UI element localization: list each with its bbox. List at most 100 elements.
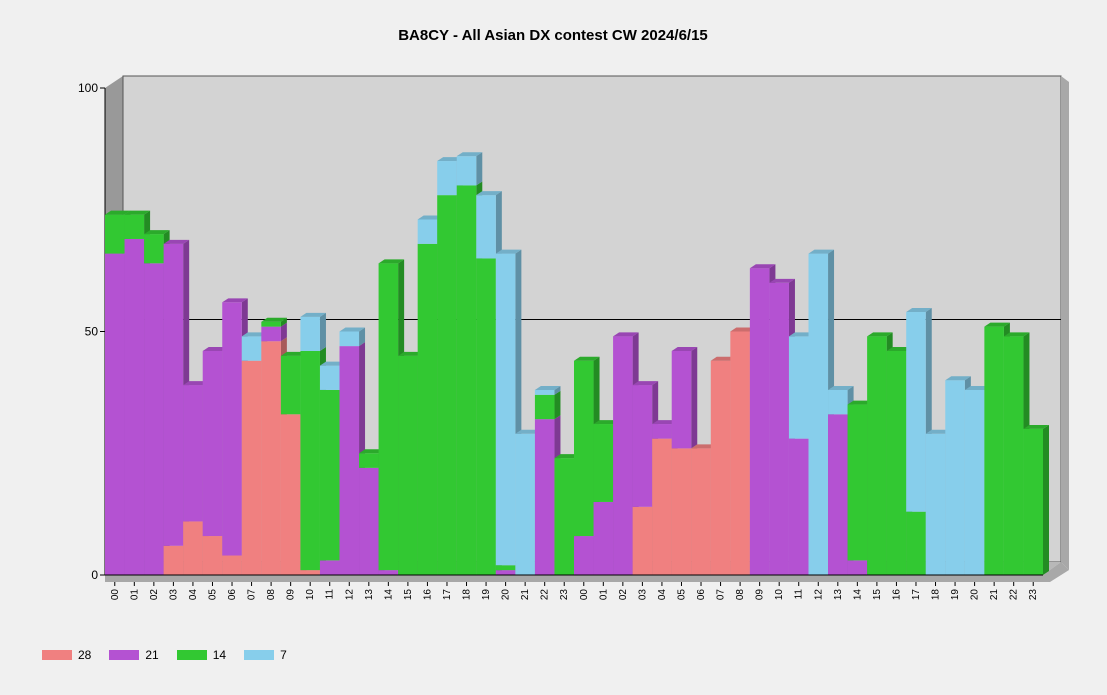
bar-top — [964, 385, 991, 390]
bar-top — [515, 429, 541, 434]
bar-top — [847, 400, 874, 405]
x-tick-label: 02 — [618, 589, 629, 601]
x-axis: 00 01 02 03 04 05 06 07 08 09 10 11 12 13 14 15 16 17 18 19… — [105, 574, 1043, 601]
bar-segment-14 — [319, 389, 340, 561]
x-tick-label: 04 — [657, 589, 668, 601]
bar-top — [671, 347, 698, 351]
bar-segment-28 — [652, 438, 672, 575]
bar-segment-21 — [319, 560, 340, 575]
bar-segment-14 — [554, 458, 574, 575]
bar-segment-14 — [476, 258, 496, 575]
x-tick-label: 00 — [579, 589, 590, 601]
bar-segment-21 — [671, 350, 692, 449]
y-tick-label: 0 — [91, 568, 98, 582]
x-tick-label: 21 — [989, 589, 1000, 601]
bar-top — [593, 420, 620, 425]
bar-segment-28 — [261, 341, 281, 575]
bar-segment-14 — [867, 336, 887, 575]
x-tick-label: 03 — [168, 589, 179, 601]
bar-top — [495, 249, 522, 254]
x-tick-label: 23 — [1028, 589, 1039, 601]
bar-side — [280, 322, 287, 342]
bar-segment-14 — [261, 321, 281, 327]
legend-swatch — [244, 650, 275, 660]
bar-segment-21 — [183, 385, 203, 522]
x-tick-label: 09 — [286, 589, 297, 601]
bar-side — [1043, 424, 1049, 575]
bar-segment-14 — [1003, 336, 1024, 575]
bar-segment-14 — [847, 404, 868, 561]
x-tick-label: 16 — [422, 589, 433, 601]
bar-segment-21 — [495, 570, 516, 575]
bar-segment-7 — [456, 156, 477, 186]
bar-segment-14 — [437, 195, 457, 575]
bar-segment-21 — [749, 268, 770, 575]
x-tick-label: 16 — [891, 589, 902, 601]
bar-segment-7 — [828, 389, 848, 415]
x-tick-label: 19 — [950, 589, 961, 601]
x-tick-label: 02 — [149, 589, 160, 601]
bar-segment-14 — [300, 350, 320, 571]
bar-segment-14 — [574, 360, 594, 537]
bar-segment-7 — [964, 389, 985, 575]
x-tick-label: 18 — [462, 589, 473, 601]
y-tick-label: 50 — [85, 325, 99, 339]
x-tick-label: 10 — [305, 589, 316, 601]
bar-top — [749, 264, 776, 269]
legend-item-14: 14 — [176, 648, 226, 662]
bar-segment-7 — [417, 219, 438, 244]
x-tick-label: 00 — [110, 589, 121, 601]
bar-segment-28 — [300, 570, 320, 575]
bar-top — [261, 317, 287, 322]
bar-segment-14 — [534, 394, 555, 420]
bar-segment-14 — [593, 424, 614, 502]
bar-segment-28 — [632, 506, 653, 575]
bar-segment-14 — [456, 185, 477, 575]
x-tick-label: 17 — [911, 589, 922, 601]
bar-top — [378, 259, 405, 264]
bar-top — [769, 278, 795, 283]
bar-segment-7 — [495, 253, 516, 566]
bar-top — [867, 332, 893, 337]
bar-top — [808, 249, 835, 254]
bar-top — [691, 444, 717, 449]
bar-top — [652, 420, 678, 425]
bar-side — [476, 152, 483, 186]
bar-segment-14 — [398, 355, 418, 575]
legend-swatch — [176, 650, 207, 660]
bar-top — [476, 191, 502, 196]
floor-edge — [105, 562, 1069, 582]
y-tick-label: 100 — [78, 81, 98, 95]
bar-segment-7 — [339, 331, 360, 347]
bar-segment-14 — [359, 453, 379, 468]
bar-segment-21 — [593, 501, 614, 575]
bar-segment-14 — [886, 350, 907, 575]
bar-segment-28 — [671, 448, 692, 575]
bar-top — [710, 356, 737, 361]
bar-segment-7 — [319, 365, 340, 390]
bar-segment-14 — [984, 326, 1004, 575]
legend-swatch — [42, 650, 72, 660]
bar-top — [886, 347, 913, 351]
bar-segment-28 — [691, 448, 711, 575]
bar-segment-14 — [1023, 428, 1043, 575]
bar-segment-21 — [163, 243, 184, 546]
bar-top — [1003, 332, 1030, 337]
bar-top — [144, 230, 170, 235]
bar-segment-28 — [730, 331, 750, 575]
bar-top — [730, 327, 756, 332]
bar-segment-21 — [652, 424, 672, 439]
right-edge — [1061, 76, 1069, 570]
bar-segment-28 — [202, 536, 223, 575]
bar-segment-28 — [183, 521, 203, 575]
bar-segment-21 — [144, 263, 164, 575]
x-tick-label: 06 — [696, 589, 707, 601]
bar-segment-7 — [945, 380, 965, 575]
bar-segment-14 — [378, 263, 399, 571]
bar-top — [241, 332, 268, 337]
bar-top — [398, 351, 424, 356]
bar-segment-7 — [808, 253, 829, 575]
x-tick-label: 11 — [794, 589, 805, 600]
bar-segment-21 — [613, 336, 633, 575]
